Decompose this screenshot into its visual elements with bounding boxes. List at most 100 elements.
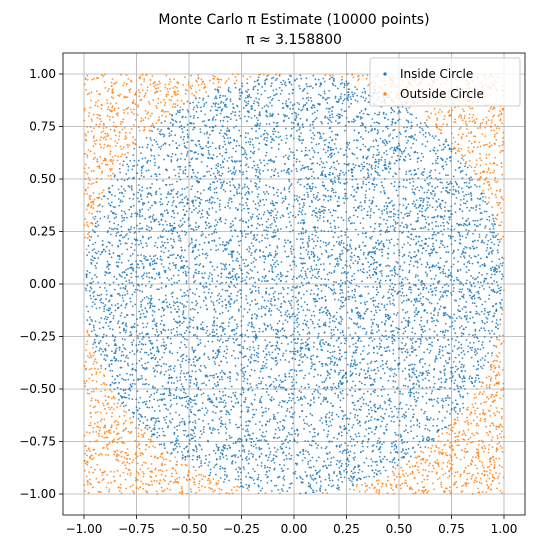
point-inside — [348, 121, 350, 123]
point-inside — [286, 458, 288, 460]
point-inside — [351, 279, 353, 281]
point-inside — [412, 178, 414, 180]
point-inside — [363, 268, 365, 270]
point-inside — [215, 105, 217, 107]
point-outside — [482, 491, 484, 493]
point-inside — [444, 374, 446, 376]
point-outside — [123, 410, 125, 412]
point-inside — [452, 290, 454, 292]
point-inside — [347, 364, 349, 366]
point-inside — [222, 244, 224, 246]
point-outside — [491, 437, 493, 439]
point-inside — [267, 231, 269, 233]
point-inside — [143, 266, 145, 268]
point-outside — [113, 451, 115, 453]
point-outside — [121, 451, 123, 453]
point-inside — [380, 223, 382, 225]
point-outside — [94, 361, 96, 363]
point-inside — [422, 156, 424, 158]
point-inside — [265, 155, 267, 157]
point-inside — [238, 115, 240, 117]
point-inside — [362, 350, 364, 352]
point-inside — [429, 328, 431, 330]
point-inside — [231, 156, 233, 158]
point-outside — [489, 410, 491, 412]
point-inside — [231, 355, 233, 357]
point-inside — [162, 215, 164, 217]
point-outside — [124, 127, 126, 129]
point-inside — [414, 364, 416, 366]
point-inside — [292, 230, 294, 232]
point-inside — [471, 199, 473, 201]
point-inside — [149, 255, 151, 257]
point-inside — [387, 226, 389, 228]
point-inside — [108, 188, 110, 190]
point-inside — [187, 455, 189, 457]
point-outside — [84, 383, 86, 385]
point-inside — [178, 309, 180, 311]
point-inside — [449, 189, 451, 191]
point-inside — [384, 306, 386, 308]
point-outside — [83, 435, 85, 437]
point-inside — [469, 210, 471, 212]
point-inside — [154, 429, 156, 431]
point-inside — [310, 97, 312, 99]
point-inside — [182, 454, 184, 456]
point-outside — [495, 458, 497, 460]
point-inside — [413, 367, 415, 369]
point-inside — [384, 401, 386, 403]
point-inside — [441, 400, 443, 402]
point-inside — [273, 399, 275, 401]
point-outside — [387, 476, 389, 478]
point-inside — [288, 93, 290, 95]
point-inside — [310, 413, 312, 415]
point-outside — [133, 143, 135, 145]
point-inside — [122, 295, 124, 297]
point-inside — [426, 387, 428, 389]
point-inside — [319, 85, 321, 87]
point-inside — [288, 203, 290, 205]
point-inside — [134, 238, 136, 240]
point-inside — [391, 156, 393, 158]
point-inside — [262, 432, 264, 434]
point-inside — [350, 364, 352, 366]
point-inside — [329, 255, 331, 257]
point-inside — [327, 458, 329, 460]
point-inside — [310, 319, 312, 321]
point-outside — [468, 132, 470, 134]
point-inside — [104, 287, 106, 289]
point-inside — [215, 187, 217, 189]
point-outside — [492, 474, 494, 476]
point-inside — [434, 147, 436, 149]
point-inside — [169, 269, 171, 271]
point-inside — [333, 192, 335, 194]
point-outside — [109, 409, 111, 411]
point-inside — [314, 151, 316, 153]
point-inside — [109, 370, 111, 372]
point-inside — [303, 167, 305, 169]
point-outside — [415, 465, 417, 467]
point-inside — [285, 455, 287, 457]
point-outside — [131, 111, 133, 113]
point-inside — [435, 153, 437, 155]
point-inside — [250, 445, 252, 447]
point-inside — [183, 392, 185, 394]
point-inside — [408, 448, 410, 450]
point-inside — [210, 296, 212, 298]
point-inside — [344, 414, 346, 416]
point-inside — [348, 286, 350, 288]
point-outside — [137, 463, 139, 465]
point-inside — [394, 462, 396, 464]
point-inside — [390, 216, 392, 218]
point-inside — [280, 311, 282, 313]
point-inside — [448, 425, 450, 427]
point-inside — [460, 269, 462, 271]
point-inside — [208, 227, 210, 229]
point-inside — [254, 286, 256, 288]
point-inside — [226, 362, 228, 364]
point-inside — [239, 111, 241, 113]
point-inside — [340, 476, 342, 478]
point-inside — [272, 232, 274, 234]
point-inside — [200, 324, 202, 326]
